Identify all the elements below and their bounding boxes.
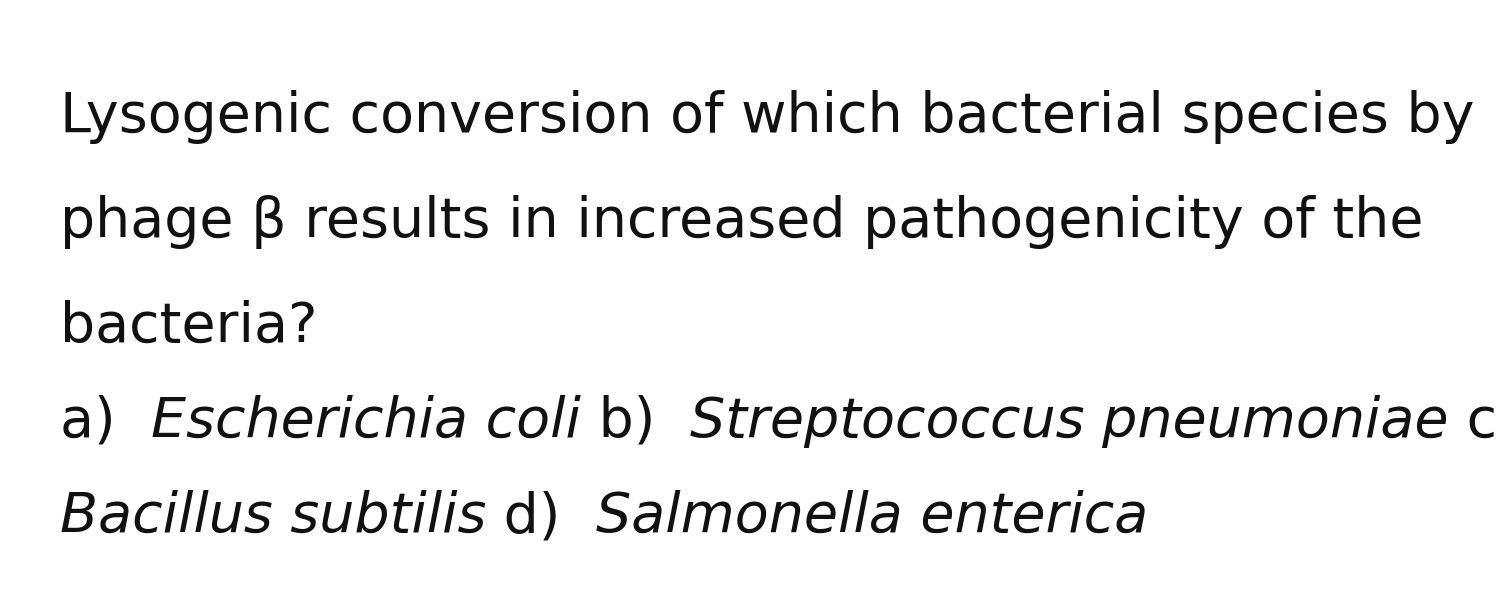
Text: Bacillus subtilis: Bacillus subtilis bbox=[60, 490, 486, 543]
Text: phage β results in increased pathogenicity of the: phage β results in increased pathogenici… bbox=[60, 195, 1423, 249]
Text: d): d) bbox=[486, 490, 596, 544]
Text: bacteria?: bacteria? bbox=[60, 300, 318, 354]
Text: Lysogenic conversion of which bacterial species by: Lysogenic conversion of which bacterial … bbox=[60, 90, 1474, 144]
Text: Escherichia coli: Escherichia coli bbox=[152, 395, 580, 448]
Text: c): c) bbox=[1449, 395, 1500, 449]
Text: a): a) bbox=[60, 395, 152, 449]
Text: b): b) bbox=[580, 395, 690, 449]
Text: Salmonella enterica: Salmonella enterica bbox=[596, 490, 1149, 543]
Text: Streptococcus pneumoniae: Streptococcus pneumoniae bbox=[690, 395, 1449, 448]
